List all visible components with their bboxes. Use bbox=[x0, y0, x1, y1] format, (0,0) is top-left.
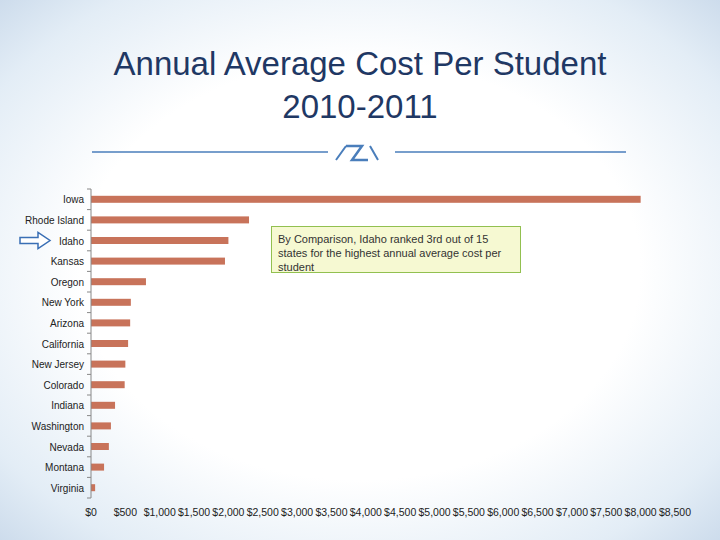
divider-icon bbox=[346, 146, 368, 160]
category-label: Oregon bbox=[51, 277, 84, 288]
y-tick bbox=[87, 189, 91, 190]
annotation: By Comparison, Idaho ranked 3rd out of 1… bbox=[271, 226, 521, 273]
x-tick-label: $8,500 bbox=[659, 506, 691, 518]
x-tick-label: $2,500 bbox=[247, 506, 279, 518]
x-tick-label: $5,000 bbox=[418, 506, 450, 518]
y-tick bbox=[87, 498, 91, 499]
divider bbox=[395, 151, 626, 153]
bar bbox=[91, 278, 146, 285]
chart-title: Annual Average Cost Per Student 2010-201… bbox=[70, 42, 650, 128]
x-tick-label: $1,000 bbox=[144, 506, 176, 518]
category-label: Virginia bbox=[51, 483, 85, 494]
category-label: California bbox=[42, 339, 85, 350]
y-tick bbox=[87, 209, 91, 210]
bar bbox=[91, 237, 228, 244]
y-tick bbox=[87, 250, 91, 251]
category-label: New Jersey bbox=[32, 359, 84, 370]
x-tick-label: $2,000 bbox=[212, 506, 244, 518]
x-tick-label: $0 bbox=[85, 506, 97, 518]
divider bbox=[92, 151, 328, 153]
x-tick-label: $3,500 bbox=[315, 506, 347, 518]
bar bbox=[91, 381, 125, 388]
category-label: Colorado bbox=[43, 380, 84, 391]
bar bbox=[91, 319, 130, 326]
x-tick-label: $500 bbox=[114, 506, 138, 518]
bar bbox=[91, 422, 111, 429]
x-tick-label: $4,500 bbox=[384, 506, 416, 518]
category-label: Arizona bbox=[50, 318, 84, 329]
category-label: Indiana bbox=[51, 400, 84, 411]
y-tick bbox=[87, 415, 91, 416]
bar bbox=[91, 361, 125, 368]
y-tick bbox=[87, 456, 91, 457]
bars bbox=[91, 196, 641, 491]
bar bbox=[91, 340, 128, 347]
x-tick-label: $1,500 bbox=[178, 506, 210, 518]
bar bbox=[91, 464, 104, 471]
divider-icon bbox=[336, 146, 378, 160]
x-tick-label: $3,000 bbox=[281, 506, 313, 518]
bar bbox=[91, 216, 249, 223]
category-label: Iowa bbox=[63, 194, 85, 205]
category-label: Nevada bbox=[50, 442, 85, 453]
y-tick bbox=[87, 477, 91, 478]
pointer-arrow bbox=[20, 233, 50, 249]
y-tick bbox=[87, 374, 91, 375]
category-label: Idaho bbox=[59, 236, 84, 247]
y-axis bbox=[91, 189, 92, 498]
x-tick-label: $6,500 bbox=[522, 506, 554, 518]
category-label: Kansas bbox=[51, 256, 84, 267]
x-tick-label: $5,500 bbox=[453, 506, 485, 518]
category-label: New York bbox=[42, 297, 85, 308]
category-label: Montana bbox=[45, 462, 84, 473]
x-tick-label: $8,000 bbox=[625, 506, 657, 518]
y-tick bbox=[87, 395, 91, 396]
bar bbox=[91, 196, 641, 203]
y-tick bbox=[87, 436, 91, 437]
x-tick-label: $7,500 bbox=[590, 506, 622, 518]
bar bbox=[91, 258, 225, 265]
y-tick bbox=[87, 292, 91, 293]
y-tick bbox=[87, 333, 91, 334]
x-tick-label: $4,000 bbox=[350, 506, 382, 518]
bar bbox=[91, 402, 115, 409]
y-tick bbox=[87, 271, 91, 272]
bar bbox=[91, 299, 131, 306]
bar bbox=[91, 484, 95, 491]
category-label: Washington bbox=[32, 421, 84, 432]
y-tick bbox=[87, 353, 91, 354]
y-tick bbox=[87, 312, 91, 313]
x-tick-label: $6,000 bbox=[487, 506, 519, 518]
y-tick bbox=[87, 230, 91, 231]
x-tick-label: $7,000 bbox=[556, 506, 588, 518]
category-label: Rhode Island bbox=[25, 215, 84, 226]
bar bbox=[91, 443, 109, 450]
